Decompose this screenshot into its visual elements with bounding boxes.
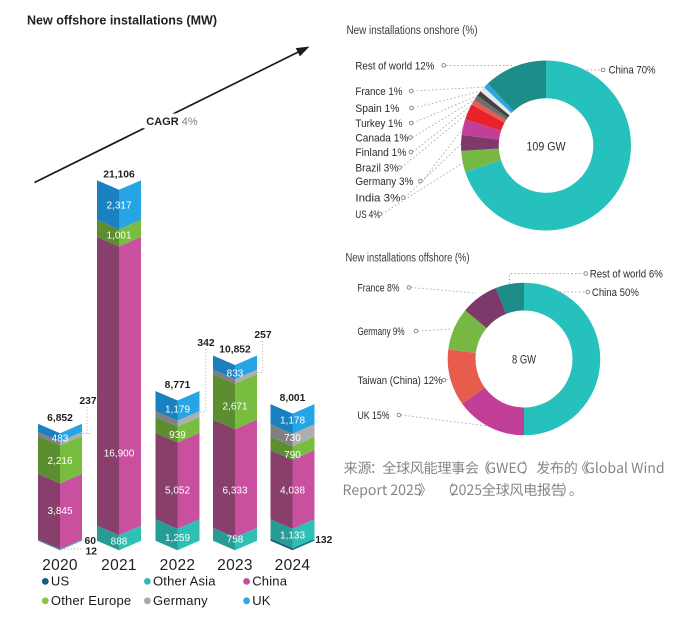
svg-text:India 3%: India 3% xyxy=(355,193,400,205)
svg-text:2,216: 2,216 xyxy=(47,456,72,467)
svg-text:1,001: 1,001 xyxy=(106,231,131,242)
svg-text:21,106: 21,106 xyxy=(103,169,135,180)
svg-text:257: 257 xyxy=(254,330,271,341)
svg-text:2024: 2024 xyxy=(275,557,311,574)
svg-text:1,259: 1,259 xyxy=(165,533,190,544)
svg-text:730: 730 xyxy=(284,433,301,444)
svg-text:Other Europe: Other Europe xyxy=(51,593,131,608)
svg-text:US: US xyxy=(51,574,70,589)
svg-text:Turkey 1%: Turkey 1% xyxy=(355,118,402,130)
svg-text:Germany: Germany xyxy=(153,593,208,608)
svg-text:237: 237 xyxy=(79,396,96,407)
svg-text:2021: 2021 xyxy=(101,557,137,574)
svg-text:France 8%: France 8% xyxy=(358,283,400,295)
svg-text:2020: 2020 xyxy=(42,557,78,574)
svg-text:New installations offshore (%): New installations offshore (%) xyxy=(346,253,470,265)
svg-text:3,845: 3,845 xyxy=(47,506,72,517)
svg-text:6,333: 6,333 xyxy=(222,486,247,497)
svg-text:New offshore installations (MW: New offshore installations (MW) xyxy=(27,12,217,27)
svg-text:1,133: 1,133 xyxy=(280,531,305,542)
svg-text:758: 758 xyxy=(227,535,244,546)
svg-text:Other Asia: Other Asia xyxy=(153,574,216,589)
svg-text:Taiwan (China) 12%: Taiwan (China) 12% xyxy=(358,375,443,387)
svg-text:132: 132 xyxy=(315,535,332,546)
svg-text:5,052: 5,052 xyxy=(165,486,190,497)
svg-text:8 GW: 8 GW xyxy=(512,355,536,367)
svg-text:12: 12 xyxy=(86,547,98,558)
svg-text:UK 15%: UK 15% xyxy=(358,410,390,422)
svg-text:2023: 2023 xyxy=(217,557,253,574)
svg-text:Germany 9%: Germany 9% xyxy=(358,326,405,338)
svg-text:2022: 2022 xyxy=(160,557,196,574)
svg-text:1,178: 1,178 xyxy=(280,416,305,427)
svg-text:1,179: 1,179 xyxy=(165,404,190,415)
svg-text:10,852: 10,852 xyxy=(219,344,251,355)
svg-text:939: 939 xyxy=(169,430,186,441)
svg-text:60: 60 xyxy=(85,536,97,547)
svg-text:Rest of world 6%: Rest of world 6% xyxy=(590,269,663,281)
svg-text:2,317: 2,317 xyxy=(106,201,131,212)
svg-text:4,038: 4,038 xyxy=(280,486,305,497)
svg-text:16,900: 16,900 xyxy=(104,448,135,459)
svg-text:Canada 1%: Canada 1% xyxy=(355,133,408,145)
svg-text:US 4%: US 4% xyxy=(355,209,380,221)
svg-text:8,771: 8,771 xyxy=(165,380,191,391)
svg-text:New installations onshore (%): New installations onshore (%) xyxy=(347,25,478,37)
svg-text:790: 790 xyxy=(284,450,301,461)
svg-text:Germany 3%: Germany 3% xyxy=(355,176,413,188)
svg-text:Rest of world 12%: Rest of world 12% xyxy=(355,60,434,72)
svg-text:6,852: 6,852 xyxy=(47,413,73,424)
svg-text:China 50%: China 50% xyxy=(592,287,639,299)
svg-text:483: 483 xyxy=(52,434,69,445)
svg-text:China 70%: China 70% xyxy=(609,65,656,77)
svg-text:2,671: 2,671 xyxy=(222,402,247,413)
svg-text:109 GW: 109 GW xyxy=(527,142,566,154)
svg-text:888: 888 xyxy=(111,536,128,547)
svg-text:Spain 1%: Spain 1% xyxy=(355,103,399,115)
svg-text:833: 833 xyxy=(227,369,244,380)
svg-text:UK: UK xyxy=(252,593,271,608)
svg-text:Finland 1%: Finland 1% xyxy=(355,147,406,159)
svg-text:8,001: 8,001 xyxy=(280,393,306,404)
svg-text:Brazil 3%: Brazil 3% xyxy=(355,163,398,175)
svg-text:342: 342 xyxy=(197,338,214,349)
svg-text:France 1%: France 1% xyxy=(355,86,402,98)
svg-text:China: China xyxy=(252,574,288,589)
svg-text:CAGR 4%: CAGR 4% xyxy=(146,116,198,128)
